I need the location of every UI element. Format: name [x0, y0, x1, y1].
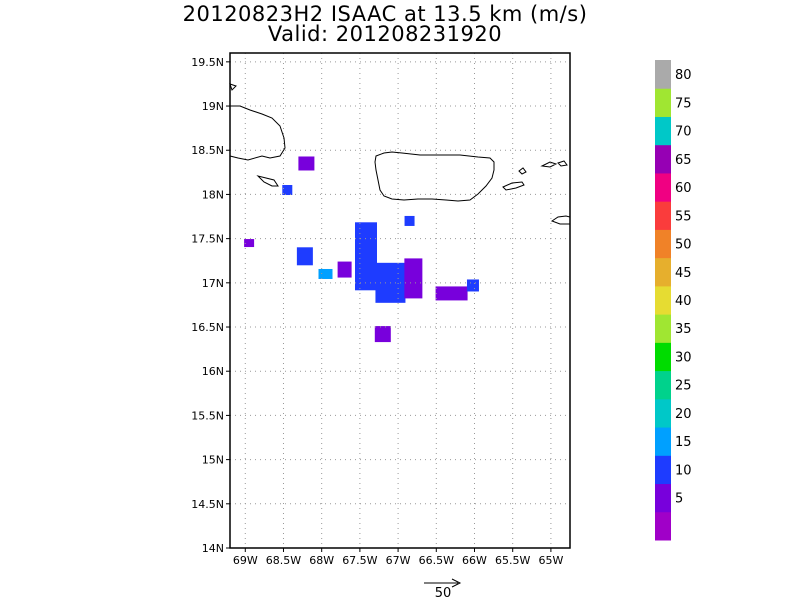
colorbar-label: 15: [675, 435, 692, 450]
hispaniola-coastline: [229, 105, 286, 161]
coastline-map: [229, 83, 571, 225]
colorbar-segment: [655, 201, 671, 230]
reference-vector-label: 50: [435, 586, 452, 600]
culebra-coastline: [518, 167, 527, 175]
colorbar-label: 40: [675, 294, 692, 309]
colorbar-segment: [655, 144, 671, 174]
y-tick-label: 17.5N: [191, 233, 224, 246]
virgin-islands-coastline: [540, 160, 568, 168]
colorbar-segment: [655, 483, 671, 513]
colorbar-segment: [655, 285, 671, 315]
colorbar: 5 10 15 20 25 30 35 40 45 50 55 60 65 70 75 80: [655, 60, 692, 541]
colorbar-segment: [655, 427, 671, 456]
colorbar-segment: [655, 172, 671, 202]
wind-cell: [298, 156, 315, 171]
colorbar-segment: [655, 116, 671, 146]
x-tick-label: 69W: [233, 554, 258, 567]
wind-cell: [355, 222, 377, 291]
y-tick-label: 14.5N: [191, 498, 224, 511]
st-croix-coastline: [550, 215, 571, 225]
plot-frame: [229, 52, 571, 549]
y-tick-label: 15N: [202, 454, 224, 467]
colorbar-label: 50: [675, 238, 692, 253]
colorbar-label: 70: [675, 125, 692, 140]
colorbar-label: 75: [675, 96, 692, 111]
colorbar-label: 55: [675, 209, 692, 224]
wind-cell: [466, 279, 479, 292]
wind-cell: [374, 326, 391, 343]
wind-cell: [404, 258, 423, 299]
x-tick-label: 66W: [462, 554, 487, 567]
colorbar-segment: [655, 314, 671, 343]
colorbar-segment: [655, 229, 671, 259]
x-tick-label: 68W: [309, 554, 334, 567]
y-tick-label: 19N: [202, 100, 224, 113]
y-tick-label: 17N: [202, 277, 224, 290]
colorbar-segment: [655, 398, 671, 428]
hispaniola-east-tip: [256, 175, 279, 187]
x-tick-label: 65W: [538, 554, 563, 567]
colorbar-label: 5: [675, 492, 683, 507]
colorbar-label: 30: [675, 350, 692, 365]
vieques-coastline: [502, 181, 525, 191]
colorbar-label: 25: [675, 379, 692, 394]
x-tick-label: 68.5W: [266, 554, 301, 567]
colorbar-segment: [655, 455, 671, 485]
y-tick-label: 18N: [202, 188, 224, 201]
x-tick-label: 65.5W: [495, 554, 530, 567]
x-tick-label: 67W: [386, 554, 411, 567]
colorbar-segment: [655, 370, 671, 400]
colorbar-label: 80: [675, 68, 692, 83]
reference-vector: 50: [424, 578, 462, 600]
colorbar-segment: [655, 257, 671, 287]
colorbar-segment: [655, 342, 671, 372]
y-tick-label: 15.5N: [191, 409, 224, 422]
wind-cell: [318, 268, 333, 279]
wind-cell: [404, 215, 415, 226]
axes: 69W 68.5W 68W 67.5W 67W 66.5W 66W 65.5W 65W 14N 14…: [191, 56, 563, 567]
wind-cell: [296, 247, 313, 266]
colorbar-label: 45: [675, 266, 692, 281]
colorbar-label: 65: [675, 153, 692, 168]
colorbar-label: 20: [675, 407, 692, 422]
wind-cell: [435, 286, 468, 301]
x-tick-label: 67.5W: [342, 554, 377, 567]
chart-title: 20120823H2 ISAAC at 13.5 km (m/s): [182, 2, 588, 26]
y-tick-label: 19.5N: [191, 56, 224, 69]
wind-cell: [244, 239, 255, 248]
reference-arrowhead: [451, 578, 462, 588]
y-tick-label: 14N: [202, 542, 224, 555]
y-tick-label: 16N: [202, 365, 224, 378]
wind-cell: [282, 185, 293, 196]
colorbar-label: 35: [675, 322, 692, 337]
colorbar-segment: [655, 88, 671, 117]
colorbar-segment: [655, 60, 671, 89]
wind-data-layer: [244, 156, 479, 343]
puerto-rico-coastline: [374, 151, 495, 202]
y-tick-label: 18.5N: [191, 144, 224, 157]
colorbar-label: 10: [675, 463, 692, 478]
wind-cell: [337, 261, 352, 278]
y-tick-label: 16.5N: [191, 321, 224, 334]
x-tick-label: 66.5W: [419, 554, 454, 567]
saona-coastline: [229, 83, 237, 91]
colorbar-label: 60: [675, 181, 692, 196]
chart-subtitle: Valid: 201208231920: [267, 22, 503, 46]
colorbar-segment: [655, 511, 671, 541]
